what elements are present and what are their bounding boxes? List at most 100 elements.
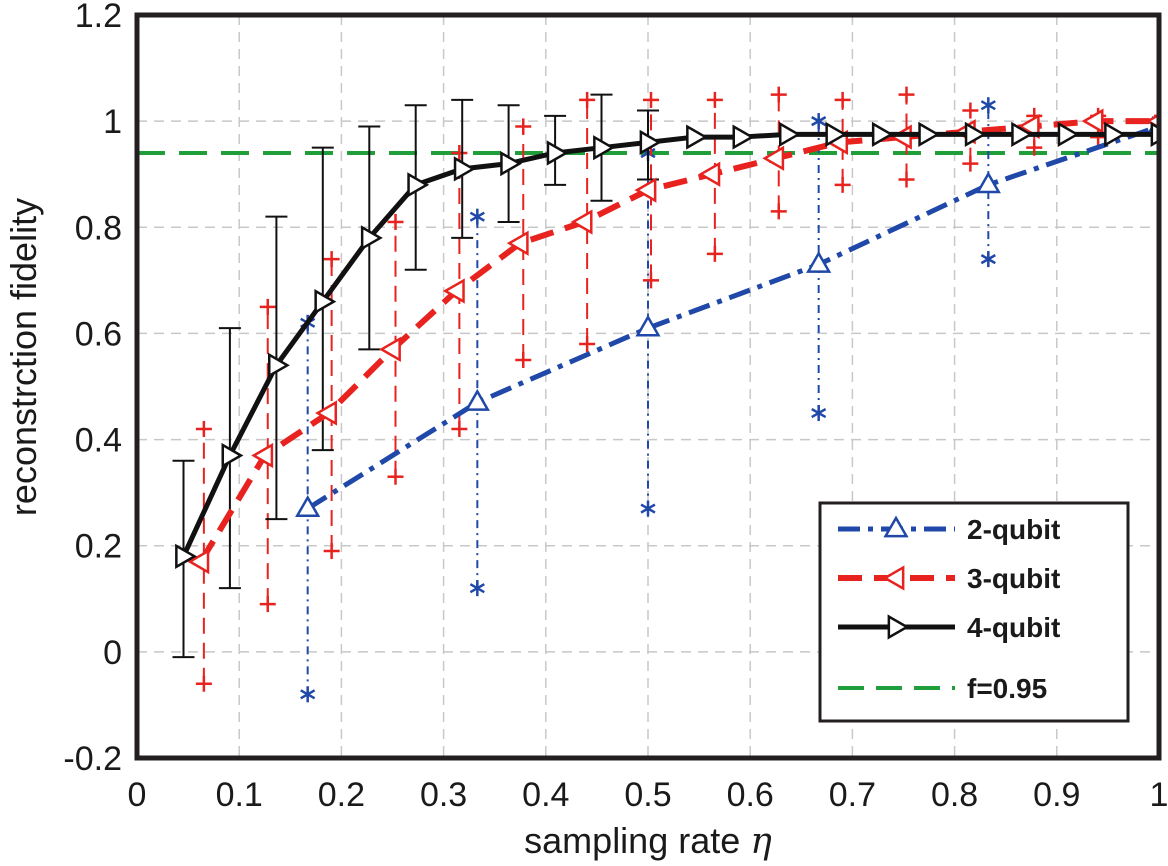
errorbar-plus-cap xyxy=(834,91,851,108)
3-qubit-point xyxy=(1017,113,1040,140)
legend-label: 2-qubit xyxy=(967,514,1060,545)
errorbar-star-cap xyxy=(300,686,316,703)
2-qubit-errorbar xyxy=(980,97,996,268)
legend-marker xyxy=(883,515,909,538)
3-qubit-point xyxy=(315,400,338,426)
errorbar-plus-cap xyxy=(1090,129,1107,146)
legend-marker xyxy=(887,614,910,640)
3-qubit-errorbar xyxy=(259,298,276,613)
x-tick-label: 0.6 xyxy=(727,776,774,814)
errorbar-plus-cap xyxy=(259,298,276,315)
legend-label: 4-qubit xyxy=(967,612,1060,643)
4-qubit-point xyxy=(453,156,476,182)
3-qubit-point xyxy=(634,177,657,203)
3-qubit-point xyxy=(187,549,210,575)
4-qubit-point xyxy=(1011,121,1034,148)
errorbar-plus-cap xyxy=(451,144,468,161)
4-qubit-point xyxy=(686,124,709,150)
4-qubit-point xyxy=(407,172,430,198)
2-qubit-point xyxy=(806,250,832,273)
series-layer xyxy=(175,108,1159,575)
errorbar-plus-cap xyxy=(195,420,212,437)
y-tick-label: 0.4 xyxy=(75,422,122,460)
errorbar-plus-cap xyxy=(195,675,212,692)
4-qubit-point xyxy=(593,135,616,161)
2-qubit-point xyxy=(464,388,490,411)
y-tick-label: -0.2 xyxy=(63,740,122,778)
4-qubit-point xyxy=(964,121,987,148)
4-qubit-point xyxy=(732,124,755,150)
errorbar-star-cap xyxy=(980,251,996,268)
errorbar-plus-cap xyxy=(898,171,915,188)
3-qubit-point xyxy=(570,209,593,235)
errorbar-star-cap xyxy=(469,208,485,225)
y-tick-label: 0.2 xyxy=(75,528,122,566)
2-qubit-point xyxy=(975,171,1001,194)
legend-item-4-qubit: 4-qubit xyxy=(838,612,1060,643)
legend: 2-qubit 3-qubit 4-qubit f=0.95 xyxy=(818,501,1130,723)
3-qubit-errorbar xyxy=(834,91,851,193)
y-tick-label: 0 xyxy=(103,634,122,672)
4-qubit-point xyxy=(918,121,941,148)
legend-item-2-qubit: 2-qubit xyxy=(838,514,1060,545)
3-qubit-errorbar xyxy=(898,86,915,188)
4-qubit-point xyxy=(639,129,662,155)
x-axis-symbol: η xyxy=(750,821,772,862)
3-qubit-line xyxy=(198,118,1159,564)
legend-item-3-qubit: 3-qubit xyxy=(838,563,1060,594)
errorbar-plus-cap xyxy=(962,155,979,172)
4-qubit-line xyxy=(181,131,1159,558)
3-qubit-errorbar xyxy=(515,118,532,368)
4-qubit-point xyxy=(175,543,198,569)
4-qubit-point xyxy=(221,442,244,469)
errorbar-plus-cap xyxy=(1026,139,1043,156)
y-axis-label: reconstrction fidelity xyxy=(3,198,44,516)
errorbar-plus-cap xyxy=(387,213,404,230)
errorbar-plus-cap xyxy=(451,420,468,437)
x-axis-label-text: sampling rate xyxy=(524,820,740,861)
4-qubit-point xyxy=(871,121,894,148)
legend-item-threshold: f=0.95 xyxy=(838,673,1047,704)
errorbar-star-cap xyxy=(469,580,485,597)
errorbar-plus-cap xyxy=(579,336,596,353)
3-qubit-point xyxy=(1081,108,1104,134)
x-tick-label: 0.5 xyxy=(624,776,671,814)
x-tick-label: 0.9 xyxy=(1033,776,1080,814)
4-qubit-point xyxy=(500,150,523,177)
4-qubit-point xyxy=(314,288,337,315)
x-tick-label: 0.4 xyxy=(522,776,569,814)
errorbar-plus-cap xyxy=(387,468,404,485)
4-qubit-point xyxy=(1104,121,1127,148)
4-qubit-point xyxy=(825,121,848,148)
x-tick-label: 0.8 xyxy=(931,776,978,814)
errorbar-plus-cap xyxy=(770,86,787,103)
3-qubit-point xyxy=(506,230,529,256)
3-qubit-point xyxy=(251,442,274,469)
errorbar-plus-cap xyxy=(323,543,340,560)
x-tick-label: 0.1 xyxy=(216,776,263,814)
errorbar-plus-cap xyxy=(643,91,659,108)
errorbar-star-cap xyxy=(640,500,656,517)
4-qubit-point xyxy=(360,225,383,251)
errorbar-plus-cap xyxy=(643,272,659,289)
legend-label: 3-qubit xyxy=(967,563,1060,594)
errorbar-plus-cap xyxy=(323,251,340,268)
legend-box xyxy=(818,501,1130,723)
errorbar-plus-cap xyxy=(259,596,276,613)
errorbar-plus-cap xyxy=(515,351,532,368)
4-qubit-point xyxy=(546,140,569,166)
3-qubit-point xyxy=(762,145,785,171)
x-tick-label: 0.3 xyxy=(420,776,467,814)
y-tick-labels: -0.2 0 0.2 0.4 0.6 0.8 1 1.2 xyxy=(63,0,122,778)
errorbar-plus-cap xyxy=(706,91,723,108)
errorbar-plus-cap xyxy=(579,91,596,108)
2-qubit-point xyxy=(295,495,321,517)
y-tick-label: 0.8 xyxy=(75,209,122,247)
errorbar-plus-cap xyxy=(834,176,851,193)
x-tick-labels: 0 0.1 0.2 0.3 0.4 0.5 0.6 0.7 0.8 0.9 1 xyxy=(128,776,1168,814)
3-qubit-errorbar xyxy=(579,91,596,353)
y-tick-label: 1.2 xyxy=(75,0,122,35)
plot-frame xyxy=(134,12,1162,761)
errorbar-star-cap xyxy=(811,113,827,130)
